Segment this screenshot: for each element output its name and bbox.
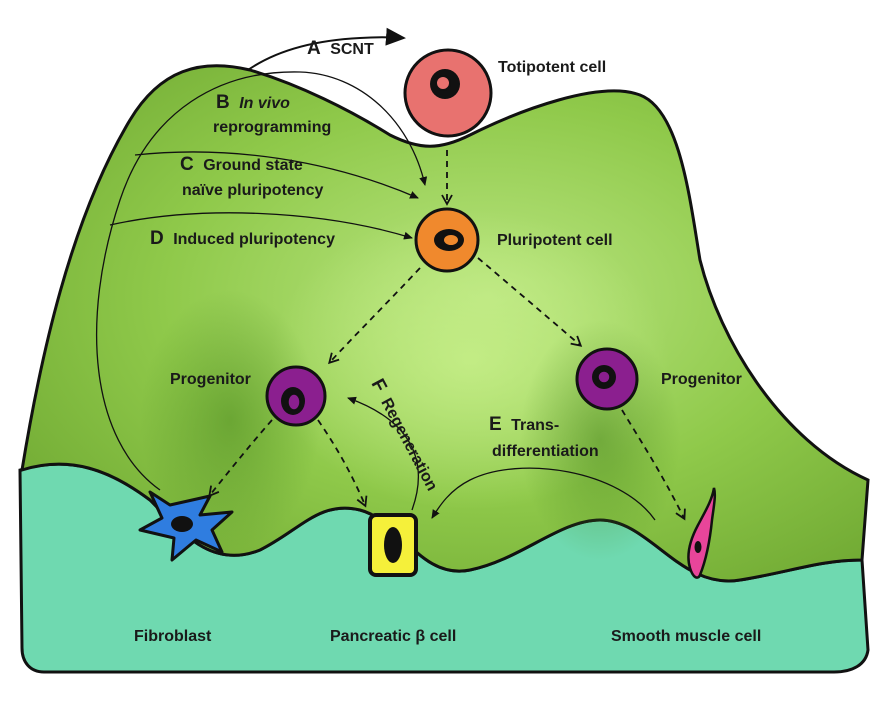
label-progenitor-right: Progenitor — [661, 371, 742, 388]
label-c-line2: naïve pluripotency — [182, 182, 323, 199]
progenitor-cell-right — [575, 347, 639, 411]
label-fibroblast: Fibroblast — [134, 628, 212, 645]
label-c-line1: C Ground state — [180, 154, 303, 175]
label-pluripotent-cell: Pluripotent cell — [497, 232, 613, 249]
regeneration-arrow — [347, 396, 419, 511]
progenitor-to-fibroblast-arrow — [208, 419, 273, 498]
label-b-line1: B In vivo — [216, 92, 290, 113]
in-vivo-reprogramming-arrow — [95, 71, 428, 491]
label-e-line2: differentiation — [492, 443, 599, 460]
label-smooth-muscle-cell: Smooth muscle cell — [611, 628, 761, 645]
valley-shadow-right — [520, 320, 680, 560]
pluripotent-to-right-progenitor-arrow — [477, 257, 583, 347]
progenitor-cell-left — [265, 365, 327, 427]
pluripotent-to-left-progenitor-arrow — [328, 267, 421, 365]
label-b-line2: reprogramming — [213, 119, 331, 136]
transdifferentiation-arrow — [431, 467, 656, 521]
label-d: D Induced pluripotency — [150, 228, 335, 249]
pancreatic-beta-cell — [368, 513, 418, 577]
scnt-arrow — [247, 27, 406, 71]
ground-state-arrow — [134, 151, 419, 199]
pluripotent-cell — [414, 207, 480, 273]
progenitor-to-beta-cell-arrow — [317, 419, 368, 508]
smooth-muscle-cell — [687, 487, 717, 579]
label-a: A SCNT — [307, 38, 374, 59]
totipotent-cell — [403, 48, 493, 138]
label-totipotent-cell: Totipotent cell — [498, 59, 606, 76]
label-pancreatic-beta-cell: Pancreatic β cell — [330, 628, 456, 645]
valley-shadow-left — [140, 290, 320, 550]
induced-pluripotency-arrow — [109, 212, 413, 240]
label-e-line1: E Trans- — [489, 414, 559, 435]
progenitor-to-smooth-muscle-arrow — [621, 409, 686, 521]
label-progenitor-left: Progenitor — [170, 371, 251, 388]
